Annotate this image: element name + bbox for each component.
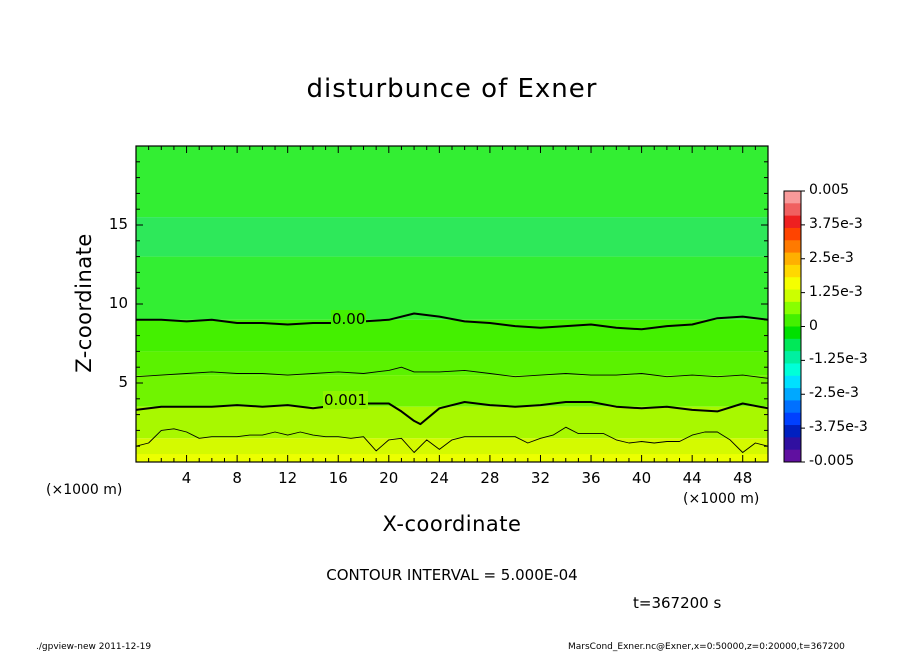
chart-title: disturbunce of Exner: [306, 74, 598, 104]
y-axis-label: Z-coordinate: [72, 233, 96, 373]
colorbar-swatch: [784, 412, 801, 426]
colorbar: [783, 190, 805, 463]
contour-label: 0.00: [331, 310, 367, 328]
colorbar-label: 0.005: [809, 182, 850, 198]
axis-ticks: [135, 145, 769, 463]
colorbar-swatch: [784, 338, 801, 352]
colorbar-swatch: [784, 203, 801, 217]
x-unit-left: (×1000 m): [46, 482, 123, 498]
colorbar-swatch: [784, 277, 801, 291]
colorbar-label: -1.25e-3: [809, 351, 868, 368]
colorbar-label: -2.5e-3: [809, 385, 859, 402]
x-axis-label: X-coordinate: [382, 512, 522, 536]
contour-interval-text: CONTOUR INTERVAL = 5.000E-04: [326, 566, 578, 584]
x-unit-right: (×1000 m): [683, 491, 760, 507]
x-tick-label: 40: [632, 469, 652, 487]
y-tick-label: 10: [108, 294, 128, 312]
colorbar-label: 1.25e-3: [809, 283, 863, 300]
contour-line: [136, 312, 769, 331]
colorbar-swatch: [784, 227, 801, 241]
x-tick-label: 16: [328, 469, 348, 487]
field-band: [136, 406, 768, 439]
colorbar-swatch: [784, 449, 801, 463]
contour-label: 0.001: [323, 391, 368, 409]
x-tick-label: 24: [429, 469, 449, 487]
colorbar-swatch: [784, 363, 801, 377]
colorbar-swatch: [784, 351, 801, 364]
footer-left: ./gpview-new 2011-12-19: [36, 642, 152, 652]
colorbar-swatch: [784, 301, 801, 315]
footer-right: MarsCond_Exner.nc@Exner,x=0:50000,z=0:20…: [568, 642, 845, 652]
y-tick-label: 5: [118, 373, 128, 391]
contour-line: [135, 401, 769, 426]
x-tick-label: 12: [278, 469, 298, 487]
x-tick-label: 36: [581, 469, 601, 487]
colorbar-swatch: [784, 388, 801, 401]
x-tick-label: 8: [232, 469, 242, 487]
contour-lines: [135, 312, 769, 453]
time-stamp: t=367200 s: [633, 594, 722, 612]
x-tick-label: 44: [682, 469, 702, 487]
y-tick-label: 15: [108, 215, 128, 233]
colorbar-swatch: [784, 252, 801, 266]
x-tick-label: 20: [379, 469, 399, 487]
field-band: [136, 217, 768, 257]
colorbar-label: 0: [809, 317, 818, 334]
colorbar-swatch: [784, 437, 801, 451]
field-band: [136, 256, 768, 320]
colorbar-swatch: [784, 375, 801, 389]
colorbar-swatch: [784, 289, 801, 303]
colorbar-swatch: [784, 314, 801, 327]
plot-frame: [135, 145, 769, 463]
colorbar-swatch: [784, 240, 801, 254]
x-tick-label: 32: [530, 469, 551, 487]
colorbar-label: 3.75e-3: [809, 215, 863, 232]
x-tick-label: 28: [480, 469, 500, 487]
colorbar-swatch: [784, 400, 801, 414]
colorbar-swatch: [784, 215, 801, 229]
contour-line: [135, 426, 769, 453]
colorbar-label: 2.5e-3: [809, 249, 854, 266]
colorbar-swatch: [784, 191, 801, 204]
contour-line: [135, 366, 769, 379]
field-band: [136, 375, 768, 407]
colorbar-swatch: [784, 425, 801, 438]
field-band: [136, 351, 768, 376]
x-tick-label: 4: [181, 469, 192, 487]
colorbar-label: -0.005: [809, 453, 855, 469]
contour-fill-field: [136, 146, 768, 462]
field-band: [136, 319, 768, 352]
field-band: [136, 146, 768, 218]
colorbar-swatch: [784, 264, 801, 278]
colorbar-swatch: [784, 326, 801, 340]
x-tick-label: 48: [733, 469, 753, 487]
colorbar-label: -3.75e-3: [809, 419, 868, 436]
